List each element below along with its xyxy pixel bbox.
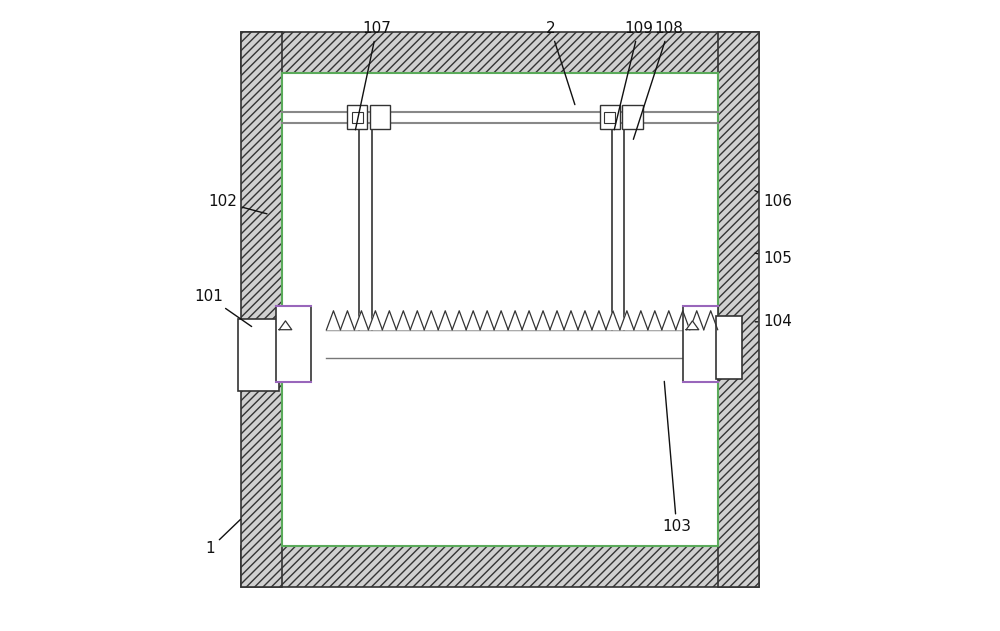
Polygon shape — [452, 310, 466, 329]
Text: 105: 105 — [755, 251, 792, 266]
Polygon shape — [466, 310, 480, 329]
Polygon shape — [494, 310, 508, 329]
Bar — [716, 316, 742, 379]
Bar — [600, 105, 620, 129]
Bar — [370, 105, 390, 129]
Bar — [241, 32, 759, 73]
Polygon shape — [704, 310, 718, 329]
Polygon shape — [508, 310, 522, 329]
Polygon shape — [620, 310, 634, 329]
Polygon shape — [648, 310, 662, 329]
Bar — [352, 112, 363, 123]
Text: 2: 2 — [546, 21, 575, 105]
Polygon shape — [578, 310, 592, 329]
Polygon shape — [354, 310, 368, 329]
Polygon shape — [606, 310, 620, 329]
Polygon shape — [480, 310, 494, 329]
Bar — [241, 546, 759, 587]
Text: 1: 1 — [205, 519, 241, 557]
Bar — [238, 319, 279, 391]
Polygon shape — [522, 310, 536, 329]
Polygon shape — [326, 310, 340, 329]
Polygon shape — [279, 321, 292, 329]
Bar — [241, 32, 282, 587]
Bar — [718, 32, 759, 587]
Polygon shape — [396, 310, 410, 329]
Text: 104: 104 — [755, 314, 792, 329]
Polygon shape — [564, 310, 578, 329]
Polygon shape — [536, 310, 550, 329]
Polygon shape — [676, 310, 690, 329]
Bar — [347, 105, 367, 129]
Text: 106: 106 — [755, 191, 792, 209]
Polygon shape — [686, 321, 699, 329]
Polygon shape — [690, 310, 704, 329]
Text: 107: 107 — [355, 21, 391, 130]
Polygon shape — [634, 310, 648, 329]
Polygon shape — [424, 310, 438, 329]
Bar — [622, 105, 643, 129]
Polygon shape — [340, 310, 354, 329]
Polygon shape — [410, 310, 424, 329]
Bar — [683, 306, 718, 382]
Polygon shape — [438, 310, 452, 329]
Text: 109: 109 — [614, 21, 653, 130]
Polygon shape — [382, 310, 396, 329]
Bar — [604, 112, 615, 123]
Text: 108: 108 — [633, 21, 684, 139]
Polygon shape — [662, 310, 676, 329]
Text: 103: 103 — [662, 381, 691, 534]
Polygon shape — [368, 310, 382, 329]
Bar — [276, 306, 311, 382]
Text: 101: 101 — [194, 289, 252, 326]
Polygon shape — [550, 310, 564, 329]
Text: 102: 102 — [208, 194, 267, 214]
Polygon shape — [592, 310, 606, 329]
Bar — [282, 73, 718, 546]
